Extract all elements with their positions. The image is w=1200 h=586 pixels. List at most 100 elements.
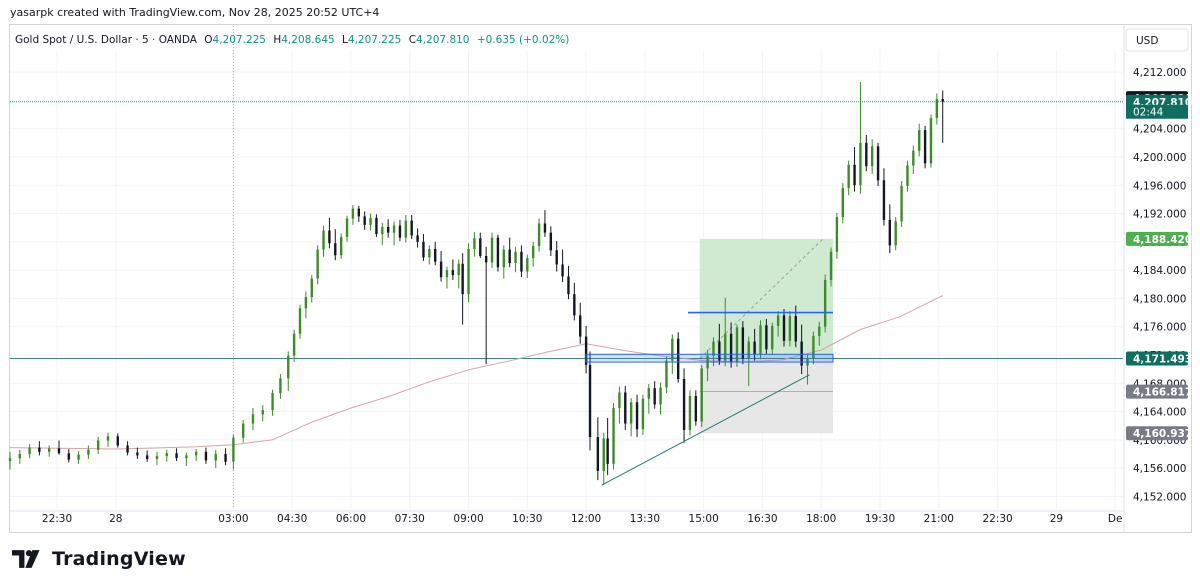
price-tick-label: 4,180.000 bbox=[1133, 293, 1186, 305]
candle-body bbox=[882, 180, 886, 220]
candle-body bbox=[279, 378, 282, 394]
candle-body bbox=[96, 440, 100, 450]
candle-body bbox=[573, 294, 576, 316]
candle-body bbox=[457, 263, 460, 276]
candle-body bbox=[136, 452, 139, 456]
candle-body bbox=[392, 225, 396, 233]
candle-body bbox=[800, 341, 803, 366]
candle-body bbox=[694, 395, 698, 422]
price-badge-text-stop2: 4,160.937 bbox=[1133, 428, 1192, 440]
time-tick-label: 22:30 bbox=[42, 513, 72, 525]
candle-body bbox=[232, 437, 235, 462]
candle-body bbox=[682, 379, 686, 430]
candle-body bbox=[612, 408, 615, 464]
price-badge-stop bbox=[1126, 384, 1188, 399]
candle-body bbox=[434, 248, 437, 262]
legend-close-label: C bbox=[409, 34, 416, 46]
candle-body bbox=[584, 336, 588, 365]
candle-body bbox=[561, 264, 564, 277]
candle-body bbox=[404, 220, 408, 238]
time-tick-label: 22:30 bbox=[982, 513, 1012, 525]
candle-body bbox=[859, 142, 862, 186]
time-tick-label: 10:30 bbox=[512, 513, 542, 525]
price-tick-label: 4,212.000 bbox=[1133, 67, 1186, 79]
candle-body bbox=[77, 454, 80, 460]
candle-body bbox=[653, 388, 656, 405]
candle-body bbox=[445, 270, 449, 278]
candle-body bbox=[847, 164, 850, 189]
legend: Gold Spot / U.S. Dollar · 5 · OANDA O4,2… bbox=[15, 34, 569, 46]
demand-zone-box[interactable] bbox=[585, 353, 834, 363]
currency-label: USD bbox=[1136, 35, 1158, 47]
candle-body bbox=[579, 315, 582, 337]
candle-body bbox=[794, 316, 797, 342]
candle-body bbox=[759, 325, 762, 355]
candle-body bbox=[629, 402, 633, 424]
level-lines bbox=[10, 101, 1123, 360]
price-axis: 4,212.0004,208.0004,204.0004,200.0004,19… bbox=[1126, 67, 1192, 503]
price-tick-label: 4,152.000 bbox=[1133, 491, 1186, 503]
candle-body bbox=[496, 237, 500, 268]
price-badge-text-level: 4,171.493 bbox=[1133, 354, 1192, 366]
candle-body bbox=[647, 388, 650, 399]
candle-body bbox=[185, 455, 188, 459]
time-tick-label: 28 bbox=[109, 513, 122, 525]
candle-body bbox=[671, 338, 674, 361]
candle-body bbox=[853, 164, 856, 186]
candle-body bbox=[888, 219, 892, 246]
time-tick-label: 12:00 bbox=[571, 513, 601, 525]
candle-body bbox=[567, 276, 570, 295]
candle-body bbox=[894, 221, 897, 246]
candle-body bbox=[422, 241, 425, 258]
candle-body bbox=[381, 226, 384, 235]
candle-body bbox=[224, 453, 227, 462]
candle-body bbox=[900, 185, 903, 222]
candle-body bbox=[782, 315, 786, 341]
candle-body bbox=[812, 335, 815, 359]
price-badge-level bbox=[1126, 351, 1188, 366]
candle-body bbox=[531, 246, 535, 259]
candle-body bbox=[906, 165, 909, 186]
candle-body bbox=[788, 316, 792, 341]
footer-brand: TradingView bbox=[12, 548, 186, 570]
candle-body bbox=[369, 217, 372, 225]
legend-high-value: 4,208.645 bbox=[281, 34, 334, 46]
candle-body bbox=[467, 248, 470, 295]
candle-body bbox=[602, 438, 605, 471]
candle-body bbox=[38, 447, 41, 452]
candle-body bbox=[375, 217, 378, 235]
candle-body bbox=[918, 130, 921, 151]
countdown-badge bbox=[1126, 104, 1188, 119]
candle-body bbox=[508, 249, 511, 264]
candle-body bbox=[502, 249, 505, 268]
candle-body bbox=[304, 296, 308, 309]
candlestick-chart[interactable]: 4,212.0004,208.0004,204.0004,200.0004,19… bbox=[0, 0, 1200, 545]
time-tick-label: 09:00 bbox=[453, 513, 483, 525]
trend-line[interactable] bbox=[601, 374, 810, 486]
candle-body bbox=[439, 261, 443, 278]
candle-body bbox=[416, 235, 419, 242]
candle-body bbox=[771, 325, 774, 350]
candle-body bbox=[398, 225, 402, 238]
candle-body bbox=[428, 248, 431, 258]
time-tick-label: 03:00 bbox=[218, 513, 248, 525]
price-tick-label: 4,204.000 bbox=[1133, 124, 1186, 136]
price-badge-text-stop: 4,166.817 bbox=[1133, 387, 1192, 399]
candle-body bbox=[935, 99, 939, 119]
time-tick-label: 21:00 bbox=[924, 513, 954, 525]
candle-body bbox=[310, 278, 313, 297]
candle-body bbox=[543, 223, 547, 233]
candle-body bbox=[214, 453, 217, 461]
price-tick-label: 4,192.000 bbox=[1133, 209, 1186, 221]
candle-body bbox=[588, 364, 592, 437]
candle-body bbox=[155, 456, 159, 459]
candle-body bbox=[741, 327, 745, 359]
legend-change: +0.635 (+0.02%) bbox=[477, 34, 570, 46]
time-tick-label: 06:00 bbox=[336, 513, 366, 525]
legend-symbol: Gold Spot / U.S. Dollar · 5 · OANDA bbox=[15, 34, 198, 46]
time-tick-label: 29 bbox=[1050, 513, 1063, 525]
candle-body bbox=[28, 447, 31, 454]
candle-body bbox=[357, 208, 360, 217]
currency-button[interactable]: USD bbox=[1125, 28, 1189, 52]
time-tick-label: De bbox=[1108, 513, 1123, 525]
